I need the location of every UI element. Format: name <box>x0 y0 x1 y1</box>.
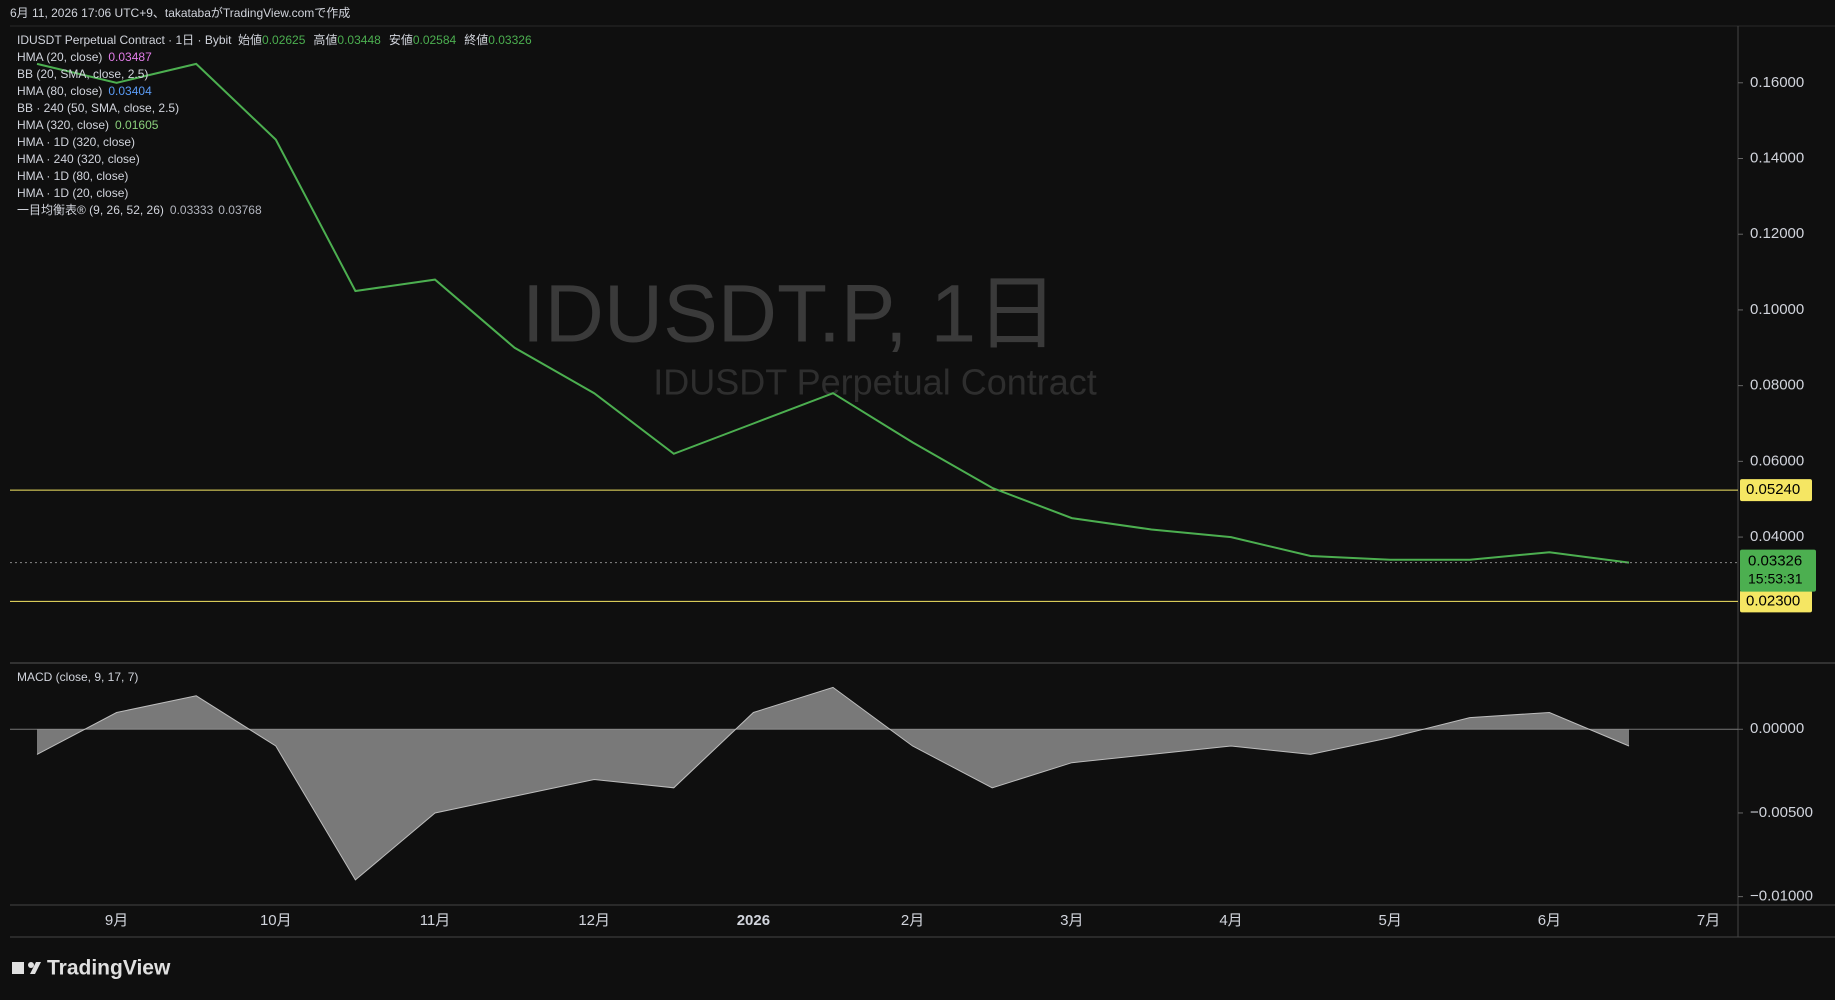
y-tick-label: 0.08000 <box>1750 377 1804 394</box>
macd-line <box>36 686 1630 881</box>
x-tick-label: 5月 <box>1379 912 1402 929</box>
indicator-name: HMA · 1D (320, close) <box>17 135 135 149</box>
indicator-value: 0.01605 <box>115 118 159 132</box>
indicator-value: 0.03404 <box>108 84 152 98</box>
y-tick-label: 0.14000 <box>1750 149 1804 166</box>
indicator-name: HMA (20, close) <box>17 50 102 64</box>
price-label-box <box>1740 590 1812 613</box>
last-price-box <box>1740 549 1816 592</box>
indicator-value: 0.03768 <box>218 203 262 217</box>
price-label: 0.05240 <box>1746 481 1800 498</box>
indicator-name: HMA · 1D (20, close) <box>17 186 128 200</box>
price-line <box>36 62 1630 564</box>
y-tick-label: 0.12000 <box>1750 225 1804 242</box>
ohlc-value: 0.03326 <box>488 33 532 47</box>
watermark-title: IDUSDT.P, 1日 <box>522 269 1058 360</box>
indicator-value: 0.03487 <box>108 50 152 64</box>
x-tick-label: 2月 <box>901 912 924 929</box>
x-tick-label: 2026 <box>737 912 770 929</box>
ohlc-name: 安値 <box>389 32 413 47</box>
x-tick-label: 11月 <box>420 912 451 929</box>
price-label: 0.02300 <box>1746 592 1800 609</box>
indicator-name: BB (20, SMA, close, 2.5) <box>17 67 148 81</box>
last-price-label: 0.03326 <box>1748 553 1802 570</box>
price-label-box <box>1740 479 1812 502</box>
y-tick-label: 0.10000 <box>1750 301 1804 318</box>
x-tick-label: 4月 <box>1219 912 1242 929</box>
y-tick-label: −0.01000 <box>1750 888 1813 905</box>
y-tick-label: 0.06000 <box>1750 452 1804 469</box>
y-tick-label: −0.00500 <box>1750 804 1813 821</box>
y-tick-label: 0.16000 <box>1750 74 1804 91</box>
y-tick-label: 0.04000 <box>1750 528 1804 545</box>
pane-title: MACD (close, 9, 17, 7) <box>17 670 138 684</box>
symbol: IDUSDT Perpetual Contract · 1日 · Bybit <box>17 33 232 47</box>
ohlc-name: 始値 <box>238 32 262 47</box>
indicator-name: 一目均衡表® (9, 26, 52, 26) <box>17 203 164 217</box>
tradingview-logo <box>12 962 41 974</box>
macd-area <box>37 687 1629 880</box>
watermark-subtitle: IDUSDT Perpetual Contract <box>653 362 1097 403</box>
x-tick-label: 3月 <box>1060 912 1083 929</box>
x-tick-label: 9月 <box>105 912 128 929</box>
ohlc-value: 0.03448 <box>337 33 381 47</box>
ohlc-value: 0.02584 <box>413 33 457 47</box>
ohlc-value: 0.02625 <box>262 33 306 47</box>
indicator-name: BB · 240 (50, SMA, close, 2.5) <box>17 101 179 115</box>
x-tick-label: 6月 <box>1538 912 1561 929</box>
x-tick-label: 7月 <box>1697 912 1720 929</box>
indicator-name: HMA · 1D (80, close) <box>17 169 128 183</box>
brand: TradingView <box>47 957 171 980</box>
indicator-value: 0.03333 <box>170 203 214 217</box>
indicator-name: HMA (80, close) <box>17 84 102 98</box>
indicator-name: HMA · 240 (320, close) <box>17 152 140 166</box>
y-tick-label: 0.00000 <box>1750 720 1804 737</box>
ohlc-name: 高値 <box>313 32 337 47</box>
indicator-name: HMA (320, close) <box>17 118 109 132</box>
x-tick-label: 10月 <box>260 912 292 929</box>
x-tick-label: 12月 <box>578 912 610 929</box>
countdown: 15:53:31 <box>1748 570 1803 586</box>
created-note: 6月 11, 2026 17:06 UTC+9、takatabaがTrading… <box>10 5 350 20</box>
ohlc-name: 終値 <box>464 32 488 47</box>
